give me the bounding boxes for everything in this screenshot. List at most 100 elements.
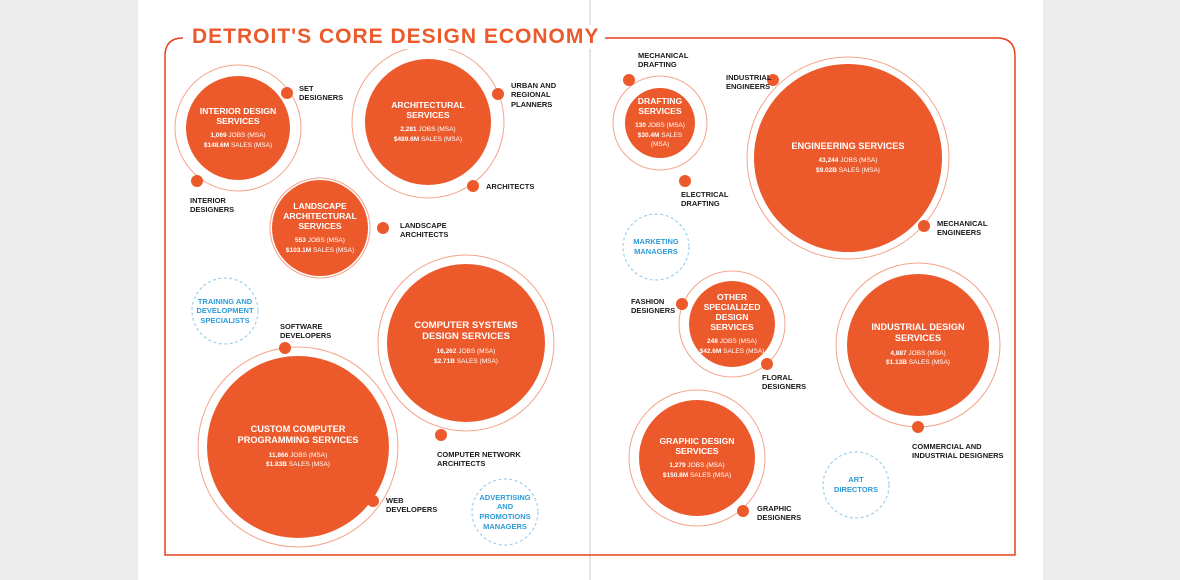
- sector-sales-label: SALES (MSA): [721, 347, 765, 355]
- sector-name-line: SERVICES: [406, 109, 450, 120]
- occupation-dot-commercial-industrial-designers: [912, 421, 924, 433]
- sector-sales: $9.02B SALES (MSA): [763, 166, 932, 176]
- sector-sales-value: $148.6M: [203, 141, 230, 149]
- sector-name-line: CUSTOM COMPUTER: [250, 424, 346, 434]
- sector-name-line: SPECIALIZED: [703, 301, 761, 312]
- occupation-label-line: ENGINEERS: [726, 82, 771, 92]
- occupation-label-line: DESIGNERS: [631, 306, 676, 316]
- sector-drafting: DRAFTING SERVICES 130 JOBS (MSA) $30.4M SAL…: [629, 96, 692, 151]
- sector-sales-label: SALES (MSA): [286, 461, 330, 469]
- sector-interior-design: INTERIOR DESIGN SERVICES 1,069 JOBS (MSA) $…: [191, 106, 285, 151]
- occupation-floral-designers: FLORAL DESIGNERS: [762, 373, 806, 392]
- sector-name-line: DESIGN SERVICES: [710, 311, 754, 332]
- occupation-fashion-designers: FASHION DESIGNERS: [631, 297, 675, 316]
- sector-name-line: SERVICES: [894, 332, 942, 343]
- sector-name-line: INTERIOR DESIGN: [199, 105, 277, 116]
- occupation-computer-network-architects: COMPUTER NETWORK ARCHITECTS: [437, 450, 521, 469]
- sector-jobs-value: 1,279: [669, 461, 686, 469]
- sector-name-line: DRAFTING: [637, 95, 683, 106]
- occupation-label-line: DESIGNERS: [190, 205, 235, 215]
- sector-circle-custom-computer-programming: [207, 356, 389, 538]
- sector-sales-value: $2.71B: [434, 357, 455, 365]
- sector-name: COMPUTER SYSTEMS DESIGN SERVICES: [395, 320, 537, 343]
- sector-circle-industrial-design: [847, 274, 989, 416]
- sector-ring-computer-systems-design: [377, 254, 555, 432]
- sector-sales-value: $30.4M: [637, 131, 660, 139]
- sector-name-line: ARCHITECTURAL: [391, 99, 465, 110]
- occupation-label-line: ELECTRICAL: [681, 190, 729, 199]
- gap-label-line: TRAINING AND: [197, 296, 253, 306]
- sector-name-line: INDUSTRIAL DESIGN: [871, 322, 965, 332]
- sector-sales: $103.1M SALES (MSA): [277, 246, 363, 256]
- occupation-label-line: DRAFTING: [681, 199, 720, 209]
- occupation-label-line: ARCHITECTS: [400, 230, 449, 240]
- occupation-dot-graphic-designers: [737, 505, 749, 517]
- right-margin: [1043, 0, 1180, 580]
- sector-jobs-value: 553: [295, 236, 306, 244]
- sector-landscape-architectural: LANDSCAPE ARCHITECTURAL SERVICES 553 JOBS (…: [277, 201, 363, 256]
- occupation-set-designers: SET DESIGNERS: [299, 84, 343, 103]
- occupation-dot-architects: [467, 180, 479, 192]
- left-margin: [0, 0, 138, 580]
- sector-jobs: 4,887 JOBS (MSA): [854, 349, 982, 359]
- sector-jobs: 11,866 JOBS (MSA): [216, 451, 380, 461]
- sector-jobs: 16,262 JOBS (MSA): [395, 347, 537, 357]
- sector-ring-other-specialized-design: [678, 270, 786, 378]
- sector-sales-label: SALES (MSA): [836, 167, 880, 175]
- occupation-dot-industrial-engineers: [767, 74, 779, 86]
- occupation-label-line: SOFTWARE: [280, 322, 323, 331]
- sector-sales: $2.71B SALES (MSA): [395, 357, 537, 367]
- occupation-landscape-architects: LANDSCAPE ARCHITECTS: [400, 221, 448, 240]
- occupation-label-line: ARCHITECTS: [486, 182, 535, 191]
- sector-name-line: PROGRAMMING SERVICES: [237, 434, 359, 445]
- sector-sales-label: SALES (MSA): [688, 471, 732, 479]
- sector-ring-custom-computer-programming: [197, 346, 399, 548]
- occupation-label-line: DEVELOPERS: [280, 331, 332, 341]
- occupation-label-line: MECHANICAL: [937, 219, 988, 228]
- sector-name-line: SERVICES: [216, 115, 260, 126]
- sector-jobs-label: JOBS (MSA): [456, 348, 496, 356]
- occupation-dot-software-developers: [279, 342, 291, 354]
- sector-jobs: 130 JOBS (MSA): [629, 121, 692, 131]
- sector-jobs-label: JOBS (MSA): [288, 451, 328, 459]
- sector-jobs-value: 1,069: [210, 131, 227, 139]
- occupation-urban-regional-planners: URBAN AND REGIONAL PLANNERS: [511, 81, 556, 109]
- gap-label-line: DEVELOPMENT: [196, 306, 254, 316]
- sector-circle-other-specialized-design: [689, 281, 775, 367]
- sector-sales-label: SALES (MSA): [419, 135, 463, 143]
- gap-label-line: DIRECTORS: [833, 484, 879, 494]
- gap-training-development-specialists: TRAINING AND DEVELOPMENT SPECIALISTS: [192, 297, 258, 326]
- gap-ring-marketing-managers: [622, 213, 690, 281]
- occupation-dot-fashion-designers: [676, 298, 688, 310]
- sector-name: CUSTOM COMPUTER PROGRAMMING SERVICES: [216, 424, 380, 446]
- occupation-architects: ARCHITECTS: [486, 182, 534, 191]
- sector-name-line: OTHER: [716, 291, 748, 302]
- sector-jobs: 553 JOBS (MSA): [277, 236, 363, 246]
- sector-circle-computer-systems-design: [387, 264, 545, 422]
- occupation-label-line: WEB: [386, 496, 404, 505]
- sector-sales-value: $9.02B: [816, 167, 837, 175]
- occupation-label-line: GRAPHIC: [757, 504, 792, 513]
- sector-sales-value: $42.6M: [699, 347, 722, 355]
- sector-sales-label: SALES (MSA): [311, 246, 355, 254]
- sector-ring-graphic-design: [628, 389, 766, 527]
- occupation-label-line: SET: [299, 84, 314, 93]
- occupation-label-line: INDUSTRIAL: [726, 73, 772, 82]
- occupation-dot-web-developers: [367, 495, 379, 507]
- sector-sales-label: SALES (MSA): [454, 357, 498, 365]
- sector-circle-graphic-design: [639, 400, 755, 516]
- gap-ring-advertising-promotions-managers: [471, 478, 539, 546]
- occupation-label-line: INDUSTRIAL DESIGNERS: [912, 451, 1004, 461]
- sector-name: ENGINEERING SERVICES: [763, 141, 932, 152]
- occupation-dot-floral-designers: [761, 358, 773, 370]
- sector-jobs: 248 JOBS (MSA): [693, 337, 770, 347]
- occupation-label-line: ENGINEERS: [937, 228, 982, 238]
- occupation-dot-mechanical-engineers: [918, 220, 930, 232]
- sector-jobs: 1,279 JOBS (MSA): [645, 461, 749, 471]
- occupation-dot-landscape-architects: [377, 222, 389, 234]
- sector-name: INTERIOR DESIGN SERVICES: [191, 106, 285, 126]
- gap-advertising-promotions-managers: ADVERTISING AND PROMOTIONS MANAGERS: [472, 493, 538, 532]
- gap-label-line: MANAGERS: [483, 521, 527, 531]
- sector-circle-architectural: [365, 59, 491, 185]
